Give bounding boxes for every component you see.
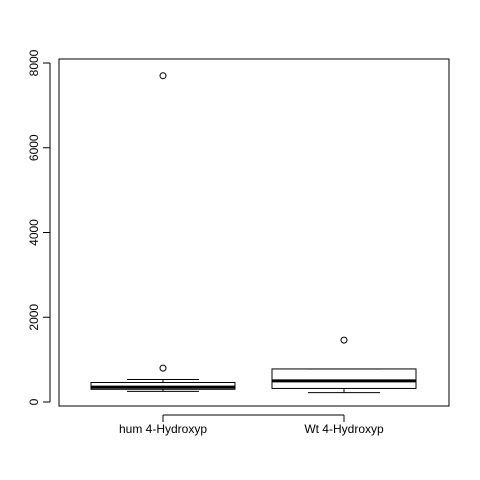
x-tick-label: hum 4-Hydroxyp	[119, 422, 207, 436]
y-tick-label: 8000	[27, 49, 41, 76]
box-series	[90, 72, 236, 392]
y-tick-label: 4000	[27, 219, 41, 246]
x-tick-label: Wt 4-Hydroxyp	[304, 422, 384, 436]
y-tick-label: 6000	[27, 134, 41, 161]
y-axis: 0 2000 4000 6000 8000	[27, 49, 51, 405]
outlier-point	[159, 364, 167, 372]
outlier-point	[340, 336, 348, 344]
outlier-point	[159, 72, 167, 80]
y-tick-label: 0	[27, 398, 41, 405]
plot-frame	[58, 58, 450, 407]
boxes-group	[90, 72, 417, 394]
y-tick-label: 2000	[27, 304, 41, 331]
x-axis: hum 4-Hydroxyp Wt 4-Hydroxyp	[119, 414, 384, 436]
box-series	[271, 336, 417, 394]
box-iqr	[271, 368, 417, 389]
